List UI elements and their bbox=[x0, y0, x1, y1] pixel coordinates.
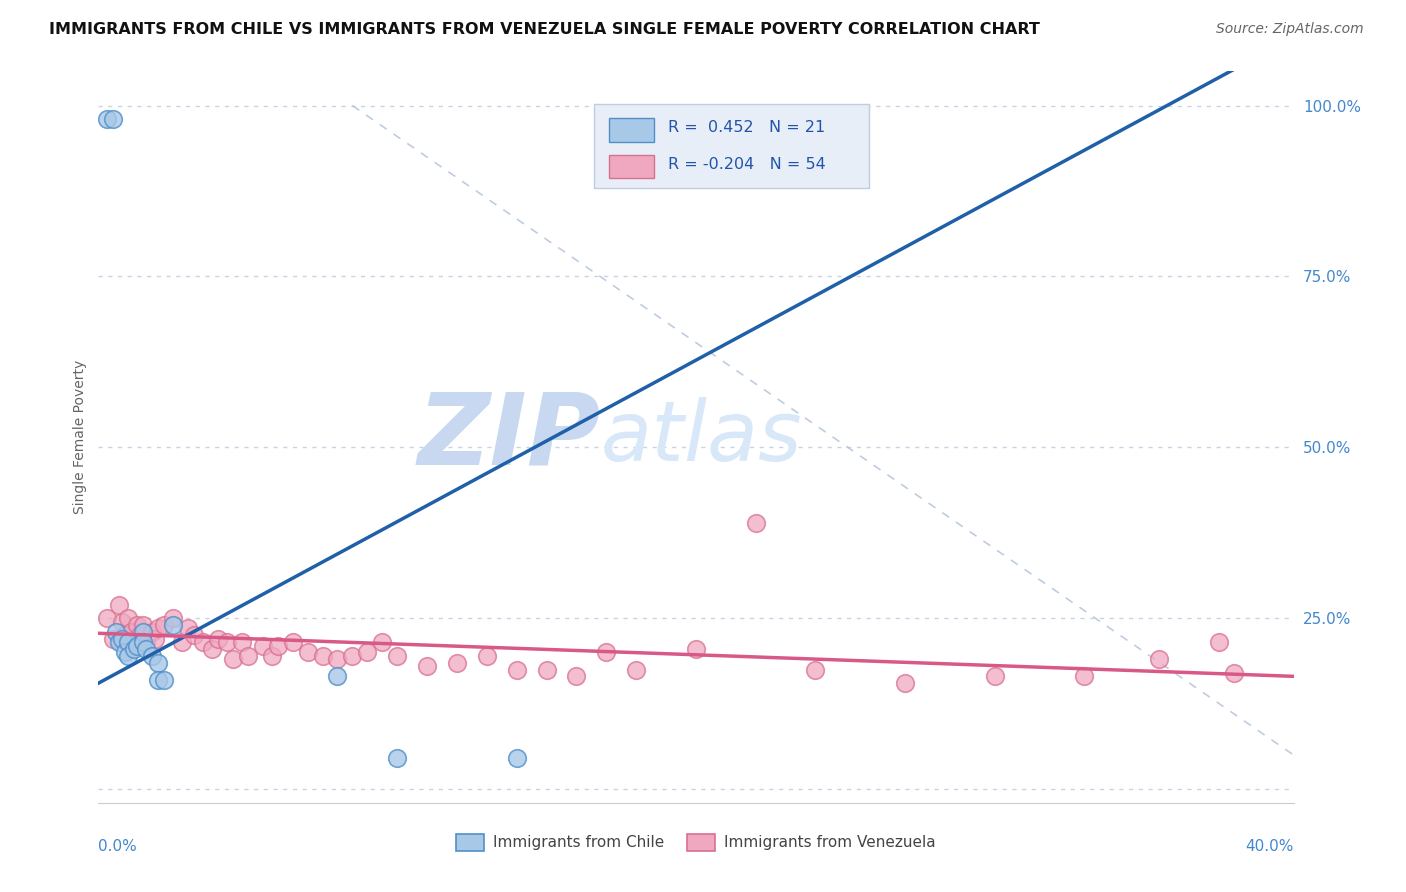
Point bbox=[129, 628, 152, 642]
Text: R = -0.204   N = 54: R = -0.204 N = 54 bbox=[668, 157, 827, 172]
Point bbox=[117, 611, 139, 625]
Point bbox=[506, 751, 529, 765]
Point bbox=[177, 622, 200, 636]
Point bbox=[1073, 669, 1095, 683]
Point bbox=[446, 656, 468, 670]
Point bbox=[143, 632, 166, 646]
Point bbox=[96, 112, 118, 127]
Legend: Immigrants from Chile, Immigrants from Venezuela: Immigrants from Chile, Immigrants from V… bbox=[450, 828, 942, 857]
Point bbox=[162, 611, 184, 625]
Point bbox=[215, 635, 238, 649]
Point bbox=[108, 598, 131, 612]
Point bbox=[117, 635, 139, 649]
Point bbox=[236, 648, 259, 663]
Bar bbox=[609, 118, 654, 142]
Point bbox=[252, 639, 274, 653]
Point bbox=[685, 642, 707, 657]
Point bbox=[135, 642, 157, 657]
Point bbox=[124, 642, 146, 657]
Point bbox=[191, 635, 214, 649]
Point bbox=[108, 635, 131, 649]
Text: R =  0.452   N = 21: R = 0.452 N = 21 bbox=[668, 120, 825, 136]
Point bbox=[385, 751, 409, 765]
Point bbox=[132, 635, 155, 649]
Point bbox=[326, 669, 349, 683]
Point bbox=[371, 635, 394, 649]
Point bbox=[105, 624, 128, 639]
Point bbox=[222, 652, 245, 666]
Point bbox=[506, 663, 529, 677]
Point bbox=[595, 645, 617, 659]
Point bbox=[894, 676, 917, 690]
Point bbox=[565, 669, 588, 683]
Point bbox=[385, 648, 409, 663]
Point bbox=[183, 628, 205, 642]
Point bbox=[1147, 652, 1170, 666]
Bar bbox=[609, 154, 654, 178]
Point bbox=[153, 673, 176, 687]
Point bbox=[111, 632, 134, 646]
Point bbox=[201, 642, 224, 657]
Point bbox=[1223, 665, 1246, 680]
Point bbox=[96, 611, 118, 625]
Point bbox=[135, 635, 157, 649]
Point bbox=[416, 659, 439, 673]
Point bbox=[120, 624, 142, 639]
Point bbox=[260, 648, 283, 663]
Point bbox=[127, 618, 149, 632]
Point bbox=[172, 635, 194, 649]
Point bbox=[267, 639, 290, 653]
Point bbox=[103, 632, 125, 646]
Point bbox=[984, 669, 1007, 683]
Point bbox=[207, 632, 229, 646]
FancyBboxPatch shape bbox=[595, 104, 869, 188]
Point bbox=[281, 635, 304, 649]
Point bbox=[162, 618, 184, 632]
Point bbox=[745, 516, 768, 530]
Point bbox=[132, 624, 155, 639]
Point bbox=[141, 624, 163, 639]
Point bbox=[231, 635, 253, 649]
Point bbox=[536, 663, 558, 677]
Point bbox=[111, 615, 134, 629]
Point bbox=[297, 645, 319, 659]
Point bbox=[114, 645, 136, 659]
Point bbox=[804, 663, 827, 677]
Text: 40.0%: 40.0% bbox=[1246, 839, 1294, 855]
Text: Source: ZipAtlas.com: Source: ZipAtlas.com bbox=[1216, 22, 1364, 37]
Point bbox=[117, 648, 139, 663]
Point bbox=[342, 648, 364, 663]
Point bbox=[114, 628, 136, 642]
Y-axis label: Single Female Poverty: Single Female Poverty bbox=[73, 360, 87, 514]
Point bbox=[148, 656, 170, 670]
Text: 0.0%: 0.0% bbox=[98, 839, 138, 855]
Text: IMMIGRANTS FROM CHILE VS IMMIGRANTS FROM VENEZUELA SINGLE FEMALE POVERTY CORRELA: IMMIGRANTS FROM CHILE VS IMMIGRANTS FROM… bbox=[49, 22, 1040, 37]
Point bbox=[153, 618, 176, 632]
Point bbox=[475, 648, 498, 663]
Point bbox=[148, 622, 170, 636]
Point bbox=[1208, 635, 1230, 649]
Point bbox=[148, 673, 170, 687]
Point bbox=[132, 618, 155, 632]
Point bbox=[103, 112, 125, 127]
Point bbox=[141, 648, 163, 663]
Point bbox=[326, 652, 349, 666]
Point bbox=[127, 639, 149, 653]
Text: atlas: atlas bbox=[600, 397, 801, 477]
Point bbox=[311, 648, 333, 663]
Point bbox=[356, 645, 378, 659]
Text: ZIP: ZIP bbox=[418, 389, 600, 485]
Point bbox=[626, 663, 648, 677]
